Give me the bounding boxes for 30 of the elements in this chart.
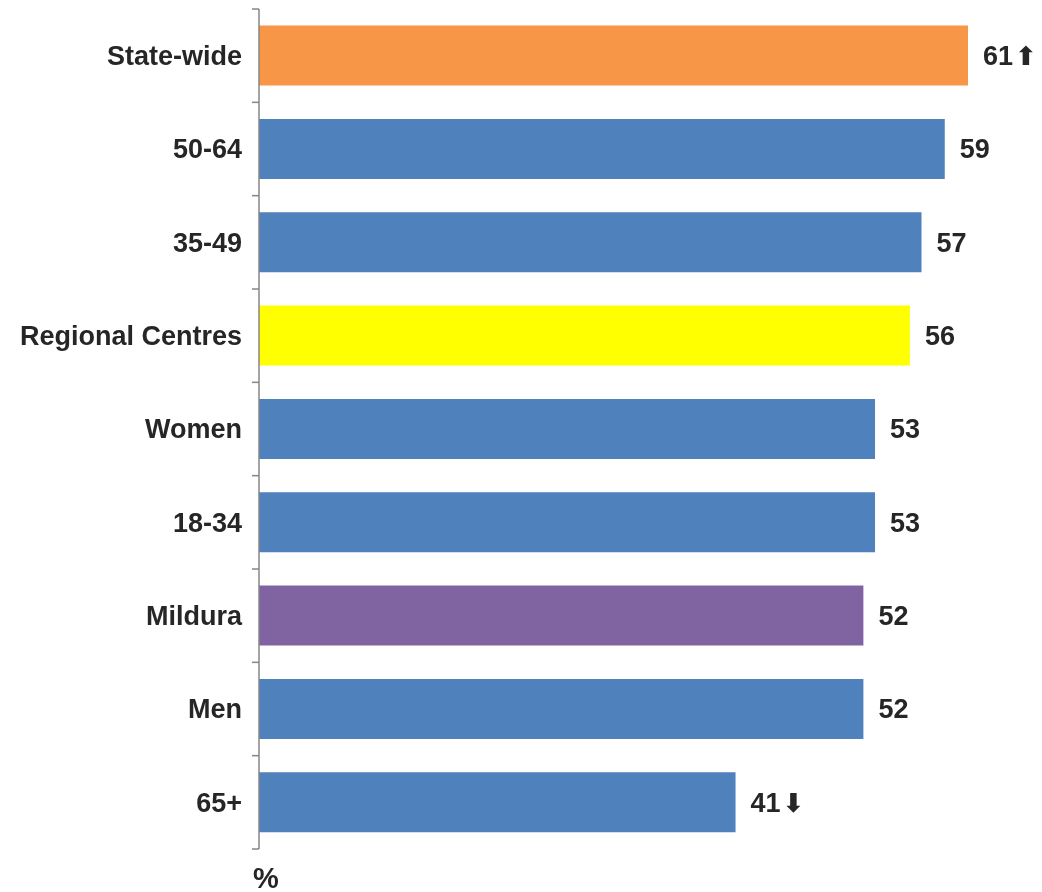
bar	[259, 772, 736, 833]
y-tick-label: Women	[144, 414, 242, 445]
y-tick-label: Men	[188, 694, 242, 725]
annotation: ⬆	[1015, 40, 1037, 71]
annotation: ⬇	[782, 787, 805, 818]
y-tick-label: Mildura	[145, 601, 243, 632]
bar	[259, 678, 864, 739]
y-tick-label: 18-34	[172, 507, 242, 538]
data-label: 59	[959, 134, 990, 165]
bar	[259, 305, 910, 366]
bar	[259, 398, 876, 459]
y-tick-label: 35-49	[172, 227, 242, 258]
bar	[259, 118, 945, 179]
data-label: 53	[890, 507, 921, 538]
data-label: 52	[878, 694, 909, 725]
data-label: 56	[924, 321, 955, 352]
data-label: 53	[890, 414, 921, 445]
data-label: 52	[878, 601, 909, 632]
y-tick-label: State-wide	[106, 41, 242, 72]
bar	[259, 585, 864, 646]
data-label: 57	[936, 227, 967, 258]
bar	[259, 492, 876, 553]
y-tick-label: 65+	[196, 787, 242, 818]
data-label: 61	[983, 41, 1014, 72]
bar	[259, 25, 968, 86]
x-axis-title: %	[253, 862, 279, 892]
data-label: 41	[750, 787, 781, 818]
bar	[259, 212, 922, 273]
y-tick-label: 50-64	[172, 134, 242, 165]
y-tick-label: Regional Centres	[19, 321, 242, 352]
